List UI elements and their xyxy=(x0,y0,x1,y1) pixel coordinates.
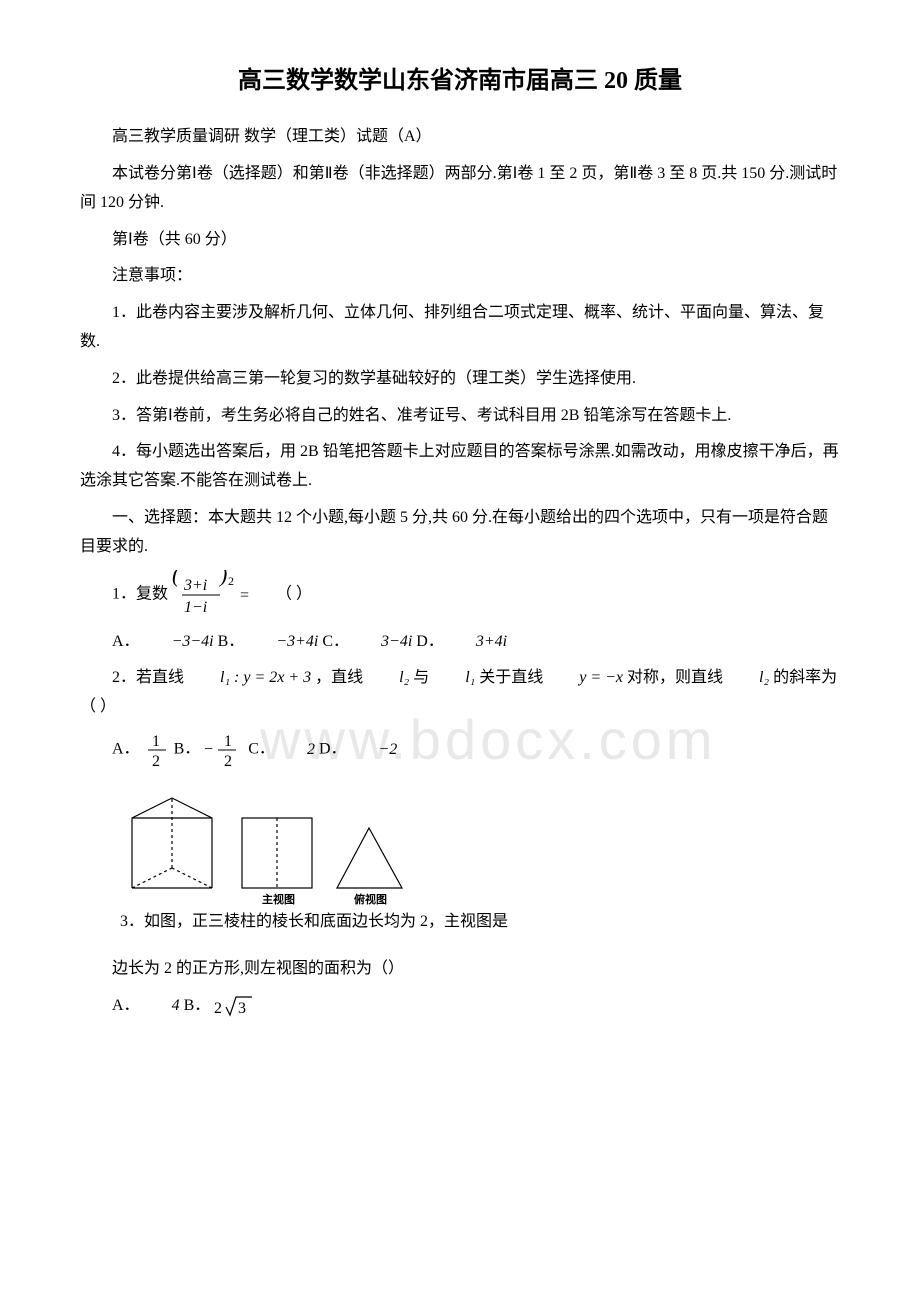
q2-opt-c-value: 2 xyxy=(275,736,315,765)
notice-heading: 注意事项： xyxy=(80,262,840,291)
part1-heading: 一、选择题：本大题共 12 个小题,每小题 5 分,共 60 分.在每小题给出的… xyxy=(80,504,840,562)
q2-mid3: 关于直线 xyxy=(479,670,547,687)
svg-text:): ) xyxy=(218,570,227,587)
svg-text:2: 2 xyxy=(228,574,234,588)
subtitle: 高三教学质量调研 数学（理工类）试题（A） xyxy=(80,123,840,152)
document-title: 高三数学数学山东省济南市届高三 20 质量 xyxy=(80,60,840,103)
q3-main-label: 主视图 xyxy=(262,892,295,906)
q1-opt-d-label: D． xyxy=(416,633,444,650)
q1-opt-a-label: A． xyxy=(112,633,140,650)
q1-opt-c-value: 3−4i xyxy=(349,628,412,657)
q2-l2a: l₂ xyxy=(367,664,409,693)
q2-mid1: ，直线 xyxy=(315,670,367,687)
svg-text:3: 3 xyxy=(238,1000,246,1017)
q2-mid2: 与 xyxy=(413,670,433,687)
q1-opt-a-value: −3−4i xyxy=(140,628,214,657)
q2-l1a: l₁ xyxy=(433,664,475,693)
q1-suffix: （ ） xyxy=(276,585,312,602)
notice-2: 2．此卷提供给高三第一轮复习的数学基础较好的（理工类）学生选择使用. xyxy=(80,365,840,394)
svg-text:1: 1 xyxy=(152,733,160,750)
q3-prefix: 3．如图，正三棱柱的棱长和底面边长均为 2，主视图是 xyxy=(88,908,508,947)
intro-text: 本试卷分第Ⅰ卷（选择题）和第Ⅱ卷（非选择题）两部分.第Ⅰ卷 1 至 2 页，第Ⅱ… xyxy=(80,160,840,218)
q3-side-label: 俯视图 xyxy=(354,892,387,906)
q3-options: A．4 B． 2 3 xyxy=(80,992,840,1021)
q2-opt-a-value: 1 2 xyxy=(144,741,174,758)
q1-opt-c-label: C． xyxy=(322,633,349,650)
q3-diagram: 主视图 俯视图 xyxy=(80,778,412,908)
q2-opt-b-value: − 1 2 xyxy=(204,741,248,758)
section-1-heading: 第Ⅰ卷（共 60 分） xyxy=(80,226,840,255)
q3-opt-b-value: 2 3 xyxy=(214,997,254,1014)
svg-text:1−i: 1−i xyxy=(184,599,207,616)
q2-l2b: l₂ xyxy=(727,664,769,693)
q3-opt-b-label: B． xyxy=(184,997,211,1014)
q1-opt-b-label: B． xyxy=(218,633,245,650)
q2-opt-a-label: A． xyxy=(112,741,140,758)
q1-prefix: 1．复数 xyxy=(112,585,168,602)
svg-text:(: ( xyxy=(172,570,181,587)
svg-text:−: − xyxy=(204,741,213,758)
q2-options: A． 1 2 B． − 1 2 C．2 D．−2 xyxy=(80,730,840,770)
q2-opt-d-label: D． xyxy=(319,741,347,758)
q2-l1: l₁ : y = 2x + 3 xyxy=(188,664,311,693)
svg-text:1: 1 xyxy=(224,733,232,750)
notice-3: 3．答第Ⅰ卷前，考生务必将自己的姓名、准考证号、考试科目用 2B 铅笔涂写在答题… xyxy=(80,402,840,431)
q2-mid4: 对称，则直线 xyxy=(627,670,727,687)
question-2: 2．若直线 l₁ : y = 2x + 3 ，直线 l₂ 与 l₁ 关于直线 y… xyxy=(80,664,840,722)
q2-opt-d-value: −2 xyxy=(347,736,398,765)
q1-options: A．−3−4i B．−3+4i C．3−4i D．3+4i xyxy=(80,628,840,657)
q2-opt-c-label: C． xyxy=(248,741,275,758)
q3-opt-a-value: 4 xyxy=(140,992,180,1021)
q2-lineeq: y = −x xyxy=(547,664,623,693)
svg-text:3+i: 3+i xyxy=(183,577,207,594)
svg-text:=: = xyxy=(240,587,249,604)
q1-opt-b-value: −3+4i xyxy=(244,628,318,657)
q1-formula: ( 3+i 1−i ) 2 = xyxy=(172,585,276,602)
q3-line2: 边长为 2 的正方形,则左视图的面积为（） xyxy=(80,955,840,984)
q2-opt-b-label: B． xyxy=(174,741,201,758)
q3-opt-a-label: A． xyxy=(112,997,140,1014)
svg-text:2: 2 xyxy=(152,753,160,770)
page-container: www.bdocx.com 高三数学数学山东省济南市届高三 20 质量 高三教学… xyxy=(80,60,840,1021)
question-3-row: 主视图 俯视图 3．如图，正三棱柱的棱长和底面边长均为 2，主视图是 xyxy=(80,778,840,947)
q1-opt-d-value: 3+4i xyxy=(444,628,507,657)
svg-text:2: 2 xyxy=(224,753,232,770)
question-1: 1．复数 ( 3+i 1−i ) 2 = （ ） xyxy=(80,570,840,620)
notice-1: 1．此卷内容主要涉及解析几何、立体几何、排列组合二项式定理、概率、统计、平面向量… xyxy=(80,299,840,357)
svg-text:2: 2 xyxy=(214,1000,222,1017)
q2-prefix: 2．若直线 xyxy=(112,670,184,687)
notice-4: 4．每小题选出答案后，用 2B 铅笔把答题卡上对应题目的答案标号涂黑.如需改动，… xyxy=(80,438,840,496)
